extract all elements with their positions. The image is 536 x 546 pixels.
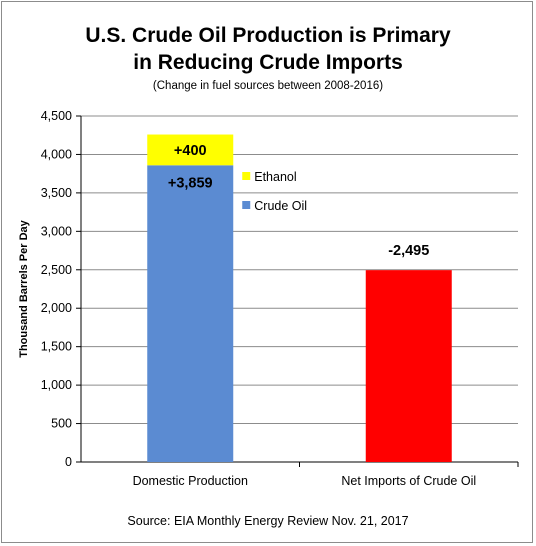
y-tick-label: 4,500 [41, 109, 72, 123]
x-category-label: Domestic Production [133, 474, 248, 488]
data-label: +400 [174, 143, 207, 159]
y-tick-label: 2,500 [41, 263, 72, 277]
bar-segment [147, 165, 234, 463]
y-tick-label: 500 [51, 417, 72, 431]
legend-label: Crude Oil [254, 199, 307, 213]
chart-title-line-1: U.S. Crude Oil Production is Primary [85, 24, 451, 47]
y-tick-label: 1,500 [41, 340, 72, 354]
data-label: +3,859 [168, 175, 213, 191]
chart-subtitle: (Change in fuel sources between 2008-201… [152, 80, 384, 92]
y-tick-label: 0 [65, 455, 72, 469]
legend-swatch [242, 172, 251, 180]
y-tick-label: 3,000 [41, 224, 72, 238]
y-tick-label: 4,000 [41, 147, 72, 161]
y-tick-label: 3,500 [41, 186, 72, 200]
y-tick-label: 1,000 [41, 378, 72, 392]
bar-segment [365, 270, 452, 462]
legend-label: Ethanol [254, 170, 296, 184]
legend-swatch [242, 201, 251, 209]
y-tick-label: 2,000 [41, 301, 72, 315]
bar-segment [147, 134, 234, 166]
x-category-label: Net Imports of Crude Oil [341, 474, 476, 488]
source-note: Source: EIA Monthly Energy Review Nov. 2… [127, 514, 409, 528]
y-axis-title: Thousand Barrels Per Day [18, 219, 30, 357]
chart-title-line-2: in Reducing Crude Imports [133, 51, 403, 74]
data-label: -2,495 [388, 243, 429, 259]
